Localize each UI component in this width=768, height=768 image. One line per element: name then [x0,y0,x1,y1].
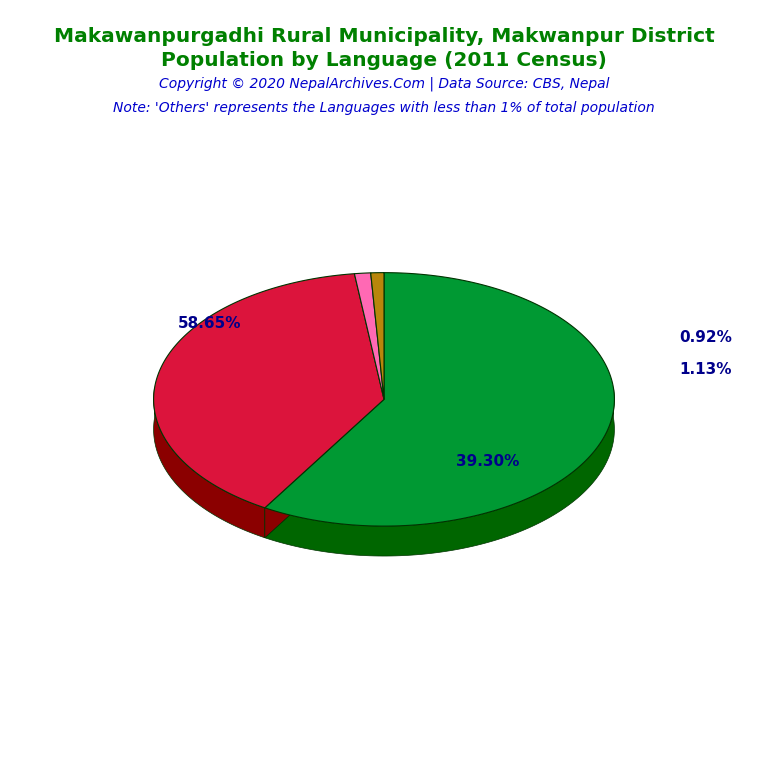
Polygon shape [265,388,614,556]
Text: 58.65%: 58.65% [177,316,241,331]
Polygon shape [265,273,614,526]
Polygon shape [154,273,384,508]
Polygon shape [354,273,384,399]
Text: Copyright © 2020 NepalArchives.Com | Data Source: CBS, Nepal: Copyright © 2020 NepalArchives.Com | Dat… [159,77,609,91]
Text: Makawanpurgadhi Rural Municipality, Makwanpur District: Makawanpurgadhi Rural Municipality, Makw… [54,27,714,46]
Polygon shape [265,399,384,538]
Polygon shape [265,399,384,538]
Polygon shape [371,273,384,399]
Text: 1.13%: 1.13% [679,362,731,377]
Text: Population by Language (2011 Census): Population by Language (2011 Census) [161,51,607,71]
Text: 39.30%: 39.30% [456,454,519,469]
Text: Note: 'Others' represents the Languages with less than 1% of total population: Note: 'Others' represents the Languages … [113,101,655,115]
Polygon shape [154,388,265,538]
Text: 0.92%: 0.92% [679,329,732,345]
